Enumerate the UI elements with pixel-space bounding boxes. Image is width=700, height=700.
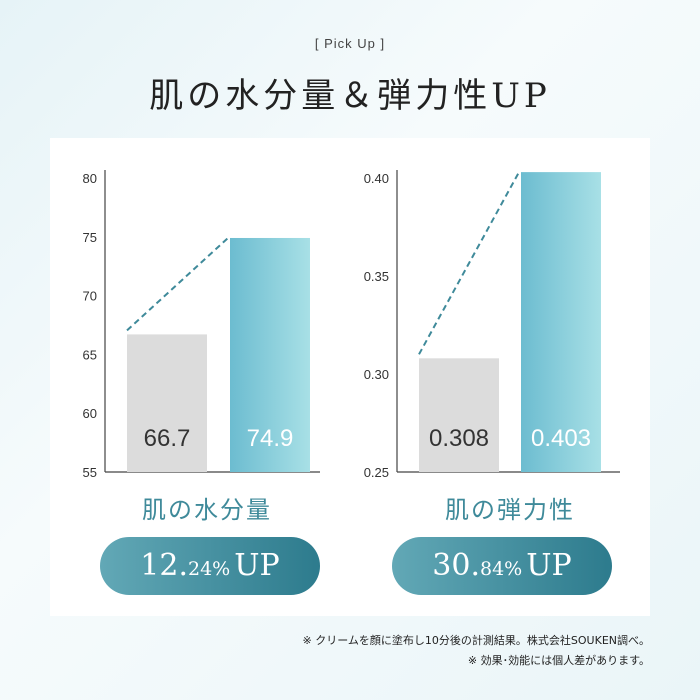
badge-up: UP	[234, 548, 280, 583]
pickup-label: [ Pick Up ]	[314, 36, 386, 51]
footnote-2: ※ 効果･効能には個人差があります。	[467, 654, 650, 667]
badge-decimal: 84%	[480, 558, 523, 580]
y-tick-label: 80	[83, 171, 97, 186]
bar	[230, 237, 310, 472]
moisture-chart: 55 60 65 70 75 80 66.7 74.9	[83, 170, 320, 480]
bar-value-label: 0.308	[429, 425, 489, 452]
badge-decimal: 24%	[188, 558, 231, 580]
bar-value-label: 74.9	[247, 425, 294, 452]
badge-int: 12.	[140, 548, 188, 583]
y-tick-label: 0.35	[364, 269, 389, 284]
bar	[127, 334, 207, 472]
badge-up: UP	[526, 548, 572, 583]
y-tick-label: 55	[83, 465, 97, 480]
bar-value-label: 66.7	[144, 425, 191, 452]
bar-value-label: 0.403	[531, 425, 591, 452]
y-tick-label: 0.30	[364, 367, 389, 382]
badge-int: 30.	[432, 548, 480, 583]
trend-line	[418, 171, 520, 355]
bar	[521, 172, 601, 472]
y-tick-label: 60	[83, 406, 97, 421]
elasticity-chart: 0.25 0.30 0.35 0.40 0.308 0.403	[364, 170, 620, 480]
bar	[419, 358, 499, 472]
moisture-chart-label: 肌の水分量	[142, 496, 272, 524]
elasticity-increase-badge: 30.84% UP	[392, 537, 612, 595]
elasticity-chart-label: 肌の弾力性	[445, 496, 575, 524]
footnote-1: ※ クリームを顔に塗布し10分後の計測結果。株式会社SOUKEN調べ。	[302, 634, 650, 647]
y-tick-label: 0.25	[364, 465, 389, 480]
trend-line	[126, 237, 229, 332]
y-tick-label: 0.40	[364, 171, 389, 186]
y-tick-label: 75	[83, 230, 97, 245]
moisture-increase-badge: 12.24% UP	[100, 537, 320, 595]
y-tick-label: 65	[83, 347, 97, 362]
page-title: 肌の水分量＆弾力性UP	[149, 76, 551, 116]
y-tick-label: 70	[83, 289, 97, 304]
